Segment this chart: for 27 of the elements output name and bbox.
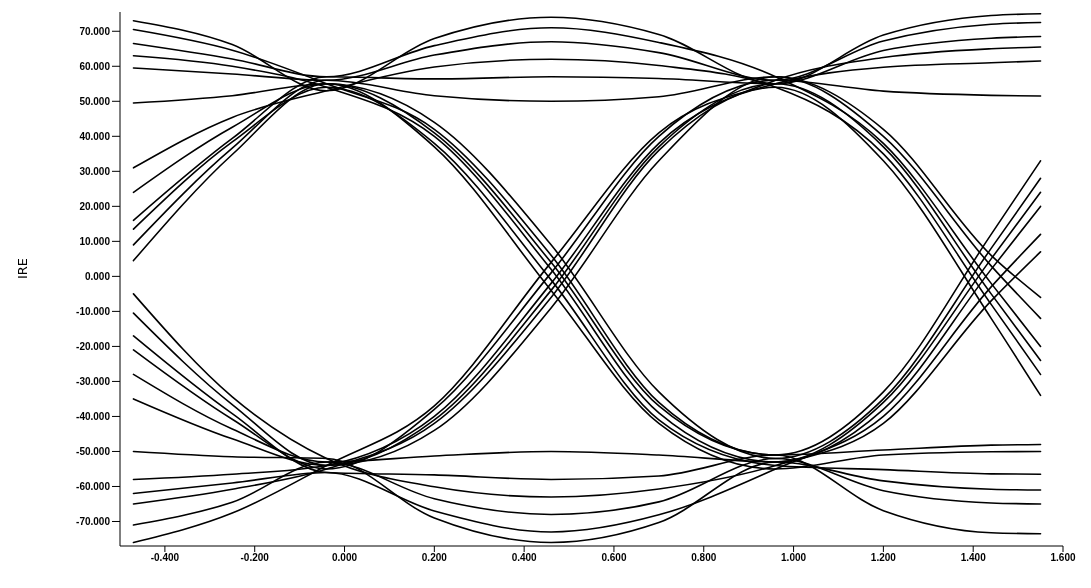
x-tick-label: -0.400 [150, 552, 180, 564]
x-tick-label: 1.000 [781, 552, 807, 564]
x-tick-label: 0.000 [332, 552, 358, 564]
y-tick-label: 20.000 [79, 200, 111, 212]
y-tick-label: 70.000 [79, 25, 111, 37]
x-tick-label: 0.800 [691, 552, 717, 564]
y-tick-label: 40.000 [79, 130, 111, 142]
y-tick-label: 30.000 [79, 165, 111, 177]
x-tick-label: 0.400 [511, 552, 538, 564]
y-tick-label: -60.000 [76, 481, 111, 493]
x-tick-label: 0.600 [601, 552, 627, 564]
y-tick-label: 0.000 [84, 270, 111, 282]
y-tick-label: -20.000 [76, 340, 111, 352]
y-tick-label: -50.000 [76, 446, 111, 458]
y-tick-label: -10.000 [76, 305, 111, 317]
y-tick-label: 60.000 [79, 60, 111, 72]
x-tick-label: 0.200 [421, 552, 448, 564]
x-tick-label: -0.200 [240, 552, 270, 564]
y-tick-label: 50.000 [79, 95, 111, 107]
x-tick-label: 1.200 [870, 552, 897, 564]
x-tick-label: 1.600 [1050, 552, 1076, 564]
y-tick-label: -70.000 [76, 516, 111, 528]
x-tick-label: 1.400 [960, 552, 987, 564]
y-tick-label: -30.000 [76, 375, 111, 387]
y-tick-label: -40.000 [76, 410, 111, 422]
y-tick-label: 10.000 [79, 235, 111, 247]
y-axis-title: IRE [14, 257, 30, 279]
